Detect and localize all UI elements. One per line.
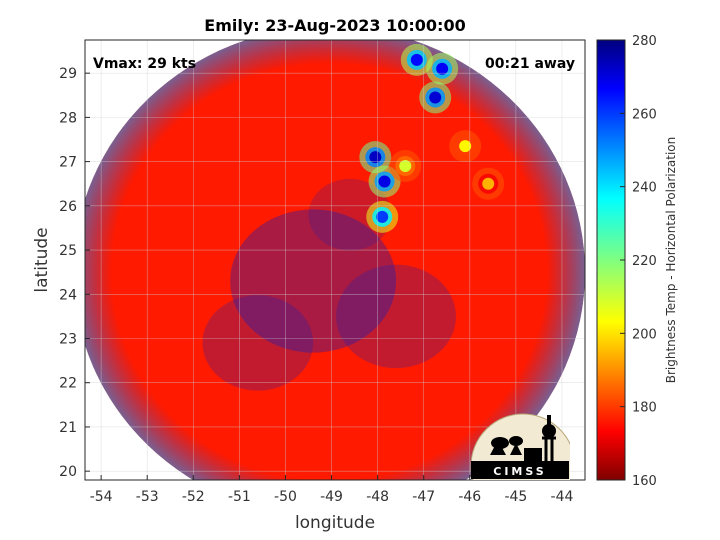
- x-tick-label: -44: [551, 489, 574, 505]
- swath-mottle: [308, 178, 392, 251]
- feature-core: [410, 53, 423, 66]
- colorbar-tick-label: 200: [632, 327, 657, 342]
- y-axis-ticks: 20 21 22 23 24 25 26 27 28 29: [59, 66, 90, 480]
- colorbar-tick-label: 240: [632, 181, 657, 196]
- feature-core: [429, 91, 442, 104]
- colorbar-ticks: 160 180 200 220 240 260 280: [620, 34, 657, 489]
- y-tick-label: 27: [59, 155, 77, 171]
- colorbar-tick-label: 220: [632, 254, 657, 269]
- vmax-annotation: Vmax: 29 kts: [93, 56, 196, 72]
- feature-core: [459, 140, 472, 153]
- x-tick-label: -47: [412, 489, 435, 505]
- y-tick-label: 23: [59, 331, 77, 347]
- x-tick-label: -53: [136, 489, 159, 505]
- x-tick-label: -50: [274, 489, 297, 505]
- feature-core: [399, 160, 412, 173]
- swath-mottle: [336, 264, 456, 369]
- colorbar-tick-label: 260: [632, 107, 657, 122]
- x-axis-label: longitude: [295, 513, 375, 533]
- logo-text: CIMSS: [493, 465, 546, 478]
- feature-core: [369, 151, 382, 164]
- colorbar-label: Brightness Temp - Horizontal Polarizatio…: [664, 137, 678, 384]
- x-tick-label: -45: [504, 489, 527, 505]
- x-tick-label: -54: [90, 489, 113, 505]
- y-tick-label: 25: [59, 243, 77, 259]
- x-tick-label: -51: [228, 489, 251, 505]
- y-tick-label: 29: [59, 66, 77, 82]
- cimss-logo: CIMSS: [470, 413, 570, 480]
- swath-mottle: [230, 209, 397, 353]
- x-tick-label: -49: [320, 489, 343, 505]
- y-axis-label: latitude: [32, 227, 52, 292]
- x-axis-ticks: -54 -53 -52 -51 -50 -49 -48 -47 -46 -45 -44: [90, 475, 574, 505]
- swath-mottle: [202, 295, 314, 391]
- y-tick-label: 26: [59, 199, 77, 215]
- colorbar-tick-label: 180: [632, 401, 657, 416]
- colorbar-tick-label: 280: [632, 34, 657, 49]
- colorbar-tick-label: 160: [632, 474, 657, 489]
- x-tick-label: -48: [366, 489, 389, 505]
- feature-core: [376, 210, 389, 223]
- y-tick-label: 21: [59, 420, 77, 436]
- feature-core: [436, 62, 449, 75]
- y-tick-label: 22: [59, 376, 77, 392]
- grid-lines: [85, 40, 585, 480]
- x-tick-label: -52: [182, 489, 205, 505]
- y-tick-label: 20: [59, 464, 77, 480]
- axes-frame: [84, 39, 586, 481]
- x-tick-label: -46: [458, 489, 481, 505]
- feature-core: [378, 175, 391, 188]
- y-tick-label: 28: [59, 110, 77, 126]
- logo-banner: [471, 461, 569, 479]
- feature-core: [482, 177, 495, 190]
- chart-title: Emily: 23-Aug-2023 10:00:00: [204, 16, 465, 35]
- y-tick-label: 24: [59, 287, 77, 303]
- cold-cloud-features: [359, 43, 505, 233]
- time-away-annotation: 00:21 away: [485, 56, 575, 72]
